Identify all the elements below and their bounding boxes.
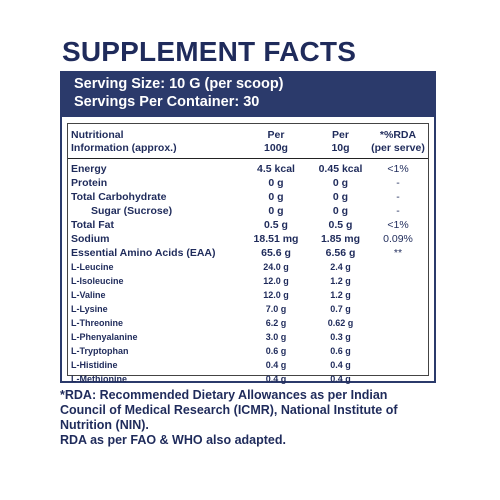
row-name: L-Methionine xyxy=(71,374,127,384)
row-name: L-Leucine xyxy=(71,262,114,272)
row-per-100g: 0 g xyxy=(268,191,284,203)
row-name: L-Tryptophan xyxy=(71,346,129,356)
row-name: L-Lysine xyxy=(71,304,108,314)
row-rda: <1% xyxy=(387,163,409,175)
row-per-10g: 0.45 kcal xyxy=(318,163,363,175)
table-row: Total Fat 0.5 g 0.5 g <1% xyxy=(68,219,428,233)
table-row: L-Lysine 7.0 g 0.7 g xyxy=(68,304,428,318)
row-per-100g: 0.6 g xyxy=(265,346,287,356)
footnote-line-3: Nutrition (NIN). xyxy=(60,418,149,432)
row-per-100g: 0.4 g xyxy=(265,360,287,370)
row-per-100g: 12.0 g xyxy=(263,290,289,300)
row-per-100g: 0 g xyxy=(268,177,284,189)
row-name: Essential Amino Acids (EAA) xyxy=(71,247,216,259)
serving-size: Serving Size: 10 G (per scoop) xyxy=(74,76,284,92)
header-per-100g-line2: 100g xyxy=(264,142,288,154)
row-per-100g: 3.0 g xyxy=(265,332,287,342)
row-per-10g: 0.6 g xyxy=(330,346,351,356)
table-row: Total Carbohydrate 0 g 0 g - xyxy=(68,191,428,205)
row-per-100g: 4.5 kcal xyxy=(257,163,295,175)
row-per-100g: 6.2 g xyxy=(265,318,287,328)
row-per-10g: 0.4 g xyxy=(330,360,351,370)
header-rda-line2: (per serve) xyxy=(371,142,425,154)
row-name: L-Threonine xyxy=(71,318,123,328)
table-row: L-Tryptophan 0.6 g 0.6 g xyxy=(68,346,428,360)
table-row: Sugar (Sucrose) 0 g 0 g - xyxy=(68,205,428,219)
table-row: L-Phenyalanine 3.0 g 0.3 g xyxy=(68,332,428,346)
row-name: Energy xyxy=(71,163,107,175)
header-per-100g-line1: Per xyxy=(267,129,285,141)
supplement-facts-panel: Serving Size: 10 G (per scoop) Servings … xyxy=(60,71,436,384)
header-rda: *%RDA (per serve) xyxy=(368,129,428,155)
row-name: L-Phenyalanine xyxy=(71,332,138,342)
row-name: Total Fat xyxy=(71,219,114,231)
row-per-10g: 0.62 g xyxy=(327,318,354,328)
page-title: SUPPLEMENT FACTS xyxy=(62,36,357,67)
table-row: L-Threonine 6.2 g 0.62 g xyxy=(68,318,428,332)
rda-footnote: *RDA: Recommended Dietary Allowances as … xyxy=(60,388,450,448)
row-rda: - xyxy=(396,177,400,189)
servings-per-container: Servings Per Container: 30 xyxy=(74,94,260,110)
table-row: Essential Amino Acids (EAA) 65.6 g 6.56 … xyxy=(68,247,428,261)
row-name: L-Histidine xyxy=(71,360,118,370)
row-name: L-Valine xyxy=(71,290,106,300)
row-per-100g: 18.51 mg xyxy=(253,233,299,245)
row-rda: 0.09% xyxy=(383,233,413,245)
header-per-100g: Per 100g xyxy=(246,129,306,155)
row-name: Protein xyxy=(71,177,108,189)
row-per-100g: 0.4 g xyxy=(265,374,287,384)
header-nutritional-line1: Nutritional xyxy=(71,129,124,141)
row-per-10g: 0.5 g xyxy=(328,219,353,231)
row-per-10g: 0.7 g xyxy=(330,304,351,314)
table-row: L-Leucine 24.0 g 2.4 g xyxy=(68,262,428,276)
row-per-10g: 0.4 g xyxy=(330,374,351,384)
row-per-10g: 1.2 g xyxy=(330,290,351,300)
row-name: Sodium xyxy=(71,233,110,245)
table-row: Energy 4.5 kcal 0.45 kcal <1% xyxy=(68,163,428,177)
row-name: L-Isoleucine xyxy=(71,276,124,286)
row-rda: ** xyxy=(393,247,403,259)
header-per-10g-line2: 10g xyxy=(331,142,350,154)
row-rda: - xyxy=(396,205,400,217)
row-rda: - xyxy=(396,191,400,203)
row-per-100g: 7.0 g xyxy=(265,304,287,314)
row-name: Sugar (Sucrose) xyxy=(91,205,173,217)
row-per-100g: 65.6 g xyxy=(261,247,291,259)
table-row: Sodium 18.51 mg 1.85 mg 0.09% xyxy=(68,233,428,247)
table-row: L-Histidine 0.4 g 0.4 g xyxy=(68,360,428,374)
row-per-10g: 2.4 g xyxy=(330,262,351,272)
row-per-100g: 0 g xyxy=(268,205,284,217)
header-nutritional: Nutritional Information (approx.) xyxy=(71,129,177,155)
row-rda: <1% xyxy=(387,219,409,231)
row-per-10g: 0 g xyxy=(332,177,349,189)
footnote-line-2: Council of Medical Research (ICMR), Nati… xyxy=(60,403,398,417)
header-divider xyxy=(68,158,428,159)
header-nutritional-line2: Information (approx.) xyxy=(71,142,177,154)
serving-band: Serving Size: 10 G (per scoop) Servings … xyxy=(62,73,434,117)
footnote-line-1: *RDA: Recommended Dietary Allowances as … xyxy=(60,388,388,402)
table-row: L-Isoleucine 12.0 g 1.2 g xyxy=(68,276,428,290)
row-per-10g: 1.85 mg xyxy=(320,233,361,245)
table-row: L-Methionine 0.4 g 0.4 g xyxy=(68,374,428,388)
header-per-10g-line1: Per xyxy=(332,129,349,141)
row-per-10g: 1.2 g xyxy=(330,276,351,286)
row-per-10g: 0 g xyxy=(332,191,349,203)
row-per-100g: 0.5 g xyxy=(264,219,288,231)
footnote-line-4: RDA as per FAO & WHO also adapted. xyxy=(60,433,286,447)
nutrition-table: Nutritional Information (approx.) Per 10… xyxy=(67,123,429,384)
row-name: Total Carbohydrate xyxy=(71,191,167,203)
row-per-100g: 24.0 g xyxy=(263,262,289,272)
table-row: L-Valine 12.0 g 1.2 g xyxy=(68,290,428,304)
row-per-10g: 0.3 g xyxy=(330,332,351,342)
row-per-10g: 0 g xyxy=(332,205,349,217)
row-per-100g: 12.0 g xyxy=(263,276,289,286)
row-per-10g: 6.56 g xyxy=(325,247,356,259)
table-row: Protein 0 g 0 g - xyxy=(68,177,428,191)
header-rda-line1: *%RDA xyxy=(379,129,417,141)
header-per-10g: Per 10g xyxy=(313,129,368,155)
